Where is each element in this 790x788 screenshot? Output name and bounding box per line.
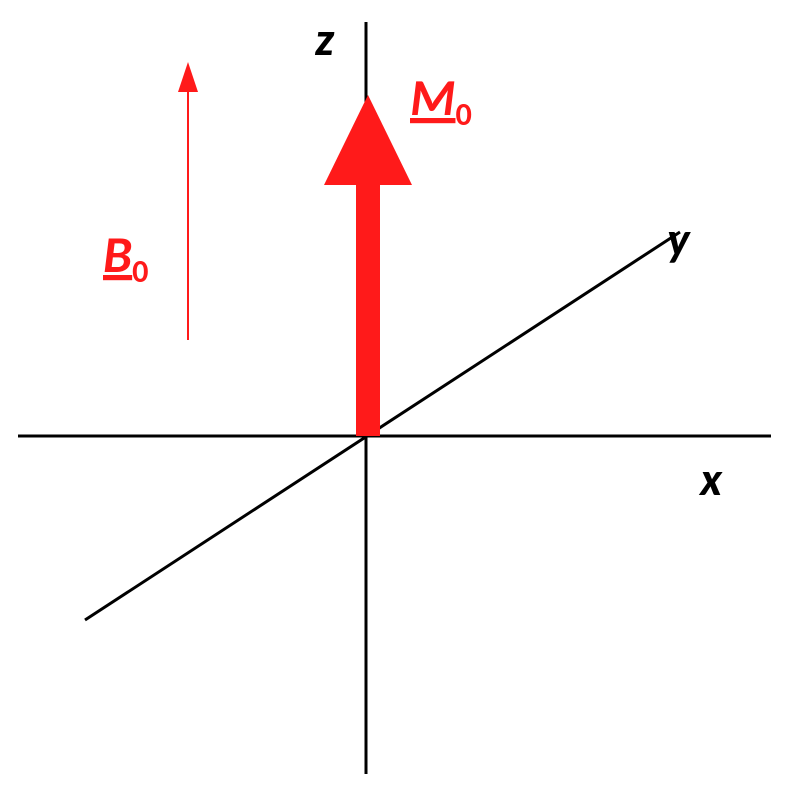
b0-label: B0 (103, 222, 149, 291)
y-axis (85, 232, 680, 620)
z-axis-label: z (314, 9, 335, 68)
y-axis-label: y (667, 209, 691, 268)
b0-arrow-head (178, 62, 198, 92)
m0-label: M0 (410, 65, 472, 134)
m0-arrow-shaft (356, 170, 380, 436)
m0-arrow-head (324, 95, 412, 185)
x-axis-label: x (698, 449, 723, 508)
